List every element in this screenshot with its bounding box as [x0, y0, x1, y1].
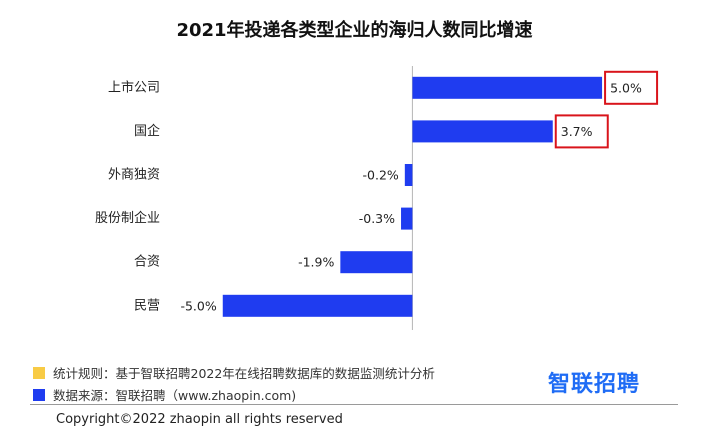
zhaopin-logo: 智联招聘 — [548, 372, 641, 397]
bar-合资 — [340, 251, 413, 274]
category-label-合资: 合资 — [134, 255, 160, 270]
legend-item-source: 数据来源：智联招聘（www.zhaopin.com) — [33, 385, 296, 404]
highlight-box-国企 — [554, 114, 609, 149]
copyright-text: Copyright©2022 zhaopin all rights reserv… — [56, 412, 343, 427]
bar-上市公司 — [412, 76, 603, 99]
chart-title: 2021年投递各类型企业的海归人数同比增速 — [176, 20, 533, 41]
legend-item-rule: 统计规则：基于智联招聘2022年在线招聘数据库的数据监测统计分析 — [33, 363, 435, 382]
value-label-上市公司: 5.0% — [610, 80, 642, 95]
legend-rule-text: 统计规则：基于智联招聘2022年在线招聘数据库的数据监测统计分析 — [53, 366, 435, 381]
category-label-股份制企业: 股份制企业 — [95, 210, 160, 226]
value-label-民营: -5.0% — [180, 298, 216, 313]
footer-divider — [30, 404, 678, 405]
value-label-股份制企业: -0.3% — [359, 211, 395, 226]
value-label-外商独资: -0.2% — [363, 168, 399, 183]
highlight-box-上市公司 — [604, 70, 659, 105]
category-label-上市公司: 上市公司 — [108, 79, 160, 95]
bars: 上市公司 5.0% 国企 3.7% 外商独资 -0.2% 股份制企业 -0.3% 合资 -1.9%… — [95, 70, 659, 317]
legend-swatch-yellow — [33, 366, 45, 379]
category-label-外商独资: 外商独资 — [108, 168, 160, 183]
bar-股份制企业 — [401, 207, 413, 230]
bar-民营 — [222, 294, 413, 317]
value-label-国企: 3.7% — [561, 124, 593, 139]
category-label-民营: 民营 — [134, 298, 160, 313]
legend-source-text: 数据来源：智联招聘（www.zhaopin.com) — [53, 388, 297, 403]
bar-chart: 上市公司 5.0% 国企 3.7% 外商独资 -0.2% 股份制企业 -0.3% 合资 -1.9%… — [95, 66, 659, 330]
category-label-国企: 国企 — [134, 123, 160, 139]
value-label-合资: -1.9% — [298, 255, 334, 270]
legend-swatch-blue — [33, 388, 45, 401]
bar-国企 — [412, 120, 553, 143]
bar-外商独资 — [404, 164, 413, 186]
